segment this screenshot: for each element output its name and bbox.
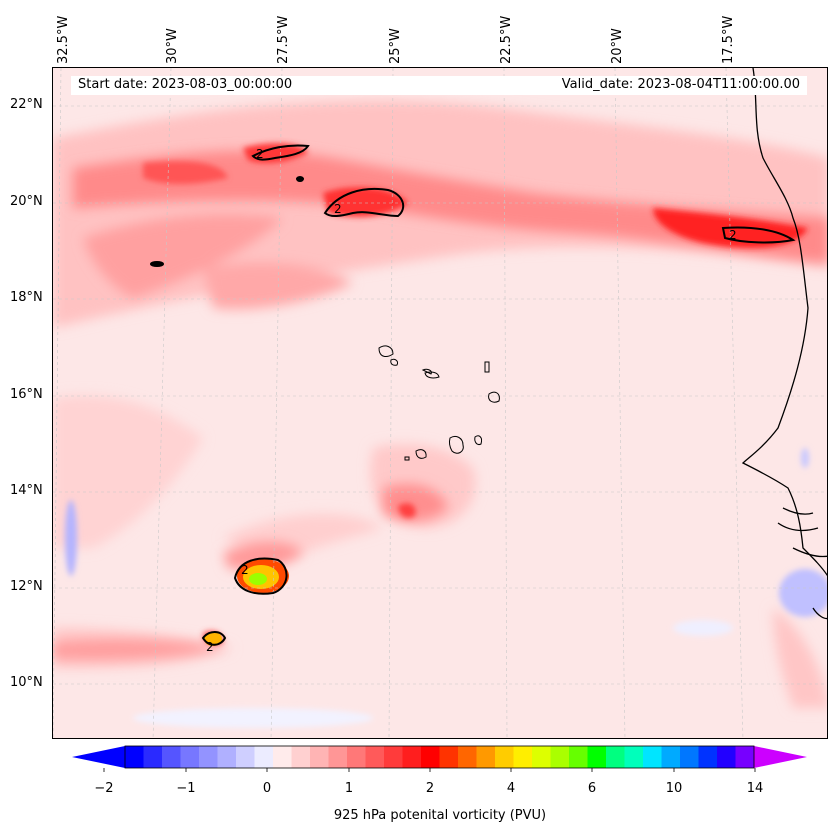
colorbar-cell [532, 746, 551, 768]
colorbar-cell [402, 746, 422, 768]
colorbar-cell [291, 746, 311, 768]
colorbar-cell [717, 746, 736, 768]
contour-labels: 2 2 2 2 2 [206, 147, 737, 654]
colorbar-cell [661, 746, 681, 768]
cbar-tick-10: 10 [665, 781, 683, 796]
contour-label-2: 2 [334, 202, 342, 216]
colorbar-cell [217, 746, 237, 768]
cbar-tick-4: 4 [506, 781, 516, 796]
lat-label-14n: 14°N [10, 483, 43, 498]
lon-label-25w: 25°W [388, 28, 403, 64]
lat-label-10n: 10°N [10, 675, 43, 690]
contour-label-1: 2 [256, 147, 264, 161]
cbar-tick-6: 6 [587, 781, 597, 796]
contour-label-3: 2 [241, 563, 249, 577]
contour-label-4: 2 [206, 640, 214, 654]
start-date-text: Start date: 2023-08-03_00:00:00 [78, 77, 293, 92]
colorbar-cell [439, 746, 459, 768]
lon-label-17-5w: 17.5°W [721, 15, 736, 64]
colorbar-cell [143, 746, 163, 768]
colorbar-cell [310, 746, 329, 768]
colorbar-label: 925 hPa potenital vorticity (PVU) [333, 808, 547, 823]
colorbar-cell [569, 746, 588, 768]
colorbar-cell [421, 746, 440, 768]
lat-label-18n: 18°N [10, 290, 43, 305]
colorbar-min-arrow [72, 746, 125, 768]
lat-label-20n: 20°N [10, 194, 43, 209]
lon-label-27-5w: 27.5°W [276, 15, 291, 64]
lon-label-22-5w: 22.5°W [499, 15, 514, 64]
colorbar-cell [199, 746, 218, 768]
lon-label-20w: 20°W [610, 28, 625, 64]
colorbar-cell [180, 746, 200, 768]
lon-label-30w: 30°W [165, 28, 180, 64]
colorbar-max-arrow [754, 746, 807, 768]
colorbar-cell [698, 746, 718, 768]
lat-label-22n: 22°N [10, 97, 43, 112]
colorbar-cell [643, 746, 662, 768]
colorbar-cell [162, 746, 181, 768]
cbar-tick-minus2: −2 [94, 781, 114, 796]
colorbar-cell [365, 746, 385, 768]
colorbar-cell [513, 746, 533, 768]
colorbar-tick-marks [103, 768, 756, 772]
lon-label-32-5w: 32.5°W [56, 15, 71, 64]
coastline [741, 68, 827, 620]
cbar-tick-minus1: −1 [176, 781, 196, 796]
colorbar-cell [458, 746, 477, 768]
colorbar-cell [606, 746, 625, 768]
colorbar-cell [624, 746, 644, 768]
valid-date-text: Valid_date: 2023-08-04T11:00:00.00 [561, 77, 800, 92]
colorbar-cell [236, 746, 255, 768]
pv-field-map: 2 2 2 2 2 [53, 68, 827, 738]
colorbar-cell [254, 746, 274, 768]
cbar-tick-2: 2 [425, 781, 435, 796]
colorbar-cell [347, 746, 366, 768]
colorbar-cell [125, 746, 144, 768]
colorbar-cell [735, 746, 755, 768]
colorbar-cell [587, 746, 607, 768]
colorbar-cell [328, 746, 348, 768]
colorbar-cells [125, 746, 755, 768]
colorbar-outline [124, 745, 755, 769]
colorbar-cell [476, 746, 496, 768]
colorbar-cell [495, 746, 514, 768]
pv-negative-patches [65, 448, 827, 728]
cyclone-core [204, 559, 289, 646]
cbar-tick-0: 0 [262, 781, 272, 796]
cape-verde-islands [378, 345, 500, 461]
lat-label-16n: 16°N [10, 387, 43, 402]
colorbar-cell [550, 746, 570, 768]
cbar-tick-14: 14 [746, 781, 764, 796]
info-bar: Start date: 2023-08-03_00:00:00 Valid_da… [71, 76, 807, 95]
map-panel: 2 2 2 2 2 [52, 67, 828, 739]
graticule [53, 68, 827, 738]
colorbar-cell [384, 746, 403, 768]
pv-2-contours [150, 144, 796, 646]
lat-label-12n: 12°N [10, 579, 43, 594]
cbar-tick-1: 1 [344, 781, 354, 796]
colorbar-cell [273, 746, 292, 768]
colorbar-cell [680, 746, 699, 768]
contour-label-5: 2 [729, 228, 737, 242]
pv-medium-bands [53, 150, 827, 659]
